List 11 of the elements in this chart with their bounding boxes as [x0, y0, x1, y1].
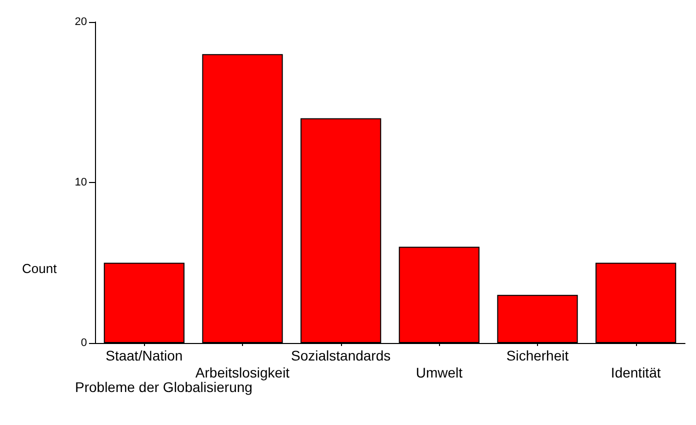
y-tick-label: 20 — [74, 16, 87, 28]
x-axis-title: Probleme der Globalisierung — [75, 379, 252, 395]
x-tick-label: Umwelt — [416, 364, 463, 380]
x-tick-label: Identität — [610, 364, 661, 380]
y-tick-label: 10 — [74, 176, 87, 188]
x-tick-label: Staat/Nation — [106, 348, 183, 364]
y-tick-label: 0 — [80, 337, 87, 349]
x-tick-label: Sicherheit — [506, 348, 569, 364]
x-tick-label: Sozialstandards — [291, 348, 391, 364]
y-axis-title: Count — [22, 261, 58, 276]
x-tick-label: Arbeitslosigkeit — [195, 364, 290, 380]
